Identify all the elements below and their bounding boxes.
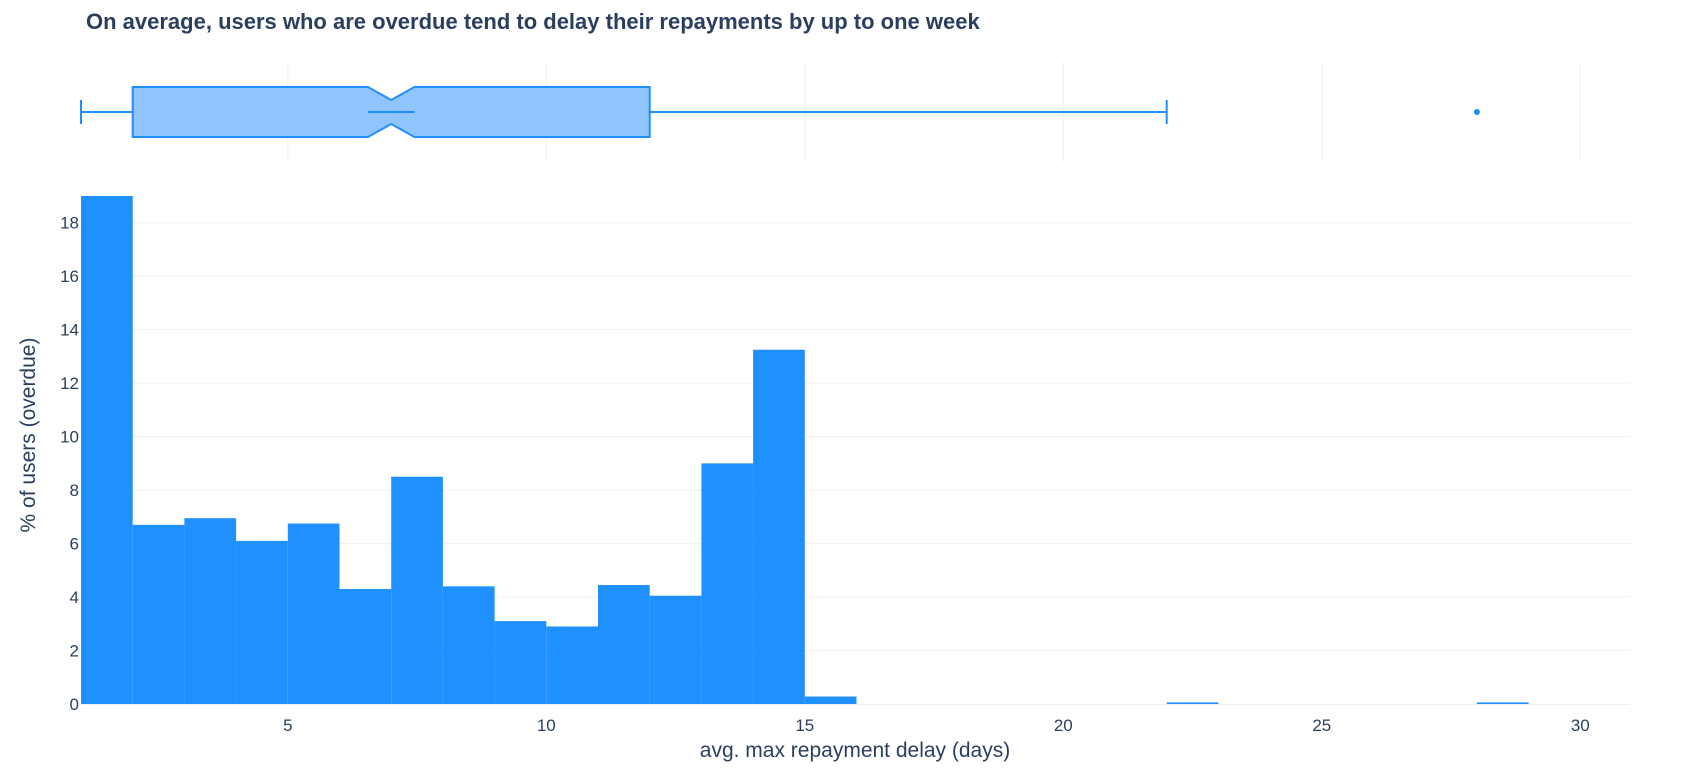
histogram-bar xyxy=(546,626,598,704)
histogram-bar xyxy=(339,589,392,704)
y-tick-label: 8 xyxy=(70,481,79,500)
x-axis-ticks: 5 10 15 20 25 30 xyxy=(283,716,1590,735)
y-tick-label: 16 xyxy=(60,267,79,286)
y-tick-label: 10 xyxy=(60,428,79,447)
y-tick-label: 12 xyxy=(60,374,79,393)
histogram-bar xyxy=(494,621,547,704)
x-tick-label: 20 xyxy=(1054,716,1073,735)
histogram-bar xyxy=(804,696,857,704)
y-axis-title: % of users (overdue) xyxy=(17,338,40,533)
chart-title: On average, users who are overdue tend t… xyxy=(86,9,980,34)
y-tick-label: 14 xyxy=(60,321,79,340)
histogram-bar xyxy=(81,196,133,704)
y-tick-label: 0 xyxy=(70,695,79,714)
histogram-bar xyxy=(184,518,237,704)
x-tick-label: 25 xyxy=(1312,716,1331,735)
boxplot-outlier xyxy=(1473,109,1480,115)
histogram-bar xyxy=(287,523,340,704)
histogram-bar xyxy=(598,585,650,704)
x-tick-label: 30 xyxy=(1571,716,1590,735)
histogram-bar xyxy=(701,463,754,704)
histogram-bars xyxy=(81,196,1529,704)
histogram-bar xyxy=(236,540,288,704)
histogram-bar xyxy=(132,524,185,704)
y-tick-label: 18 xyxy=(60,214,79,233)
y-tick-label: 2 xyxy=(70,642,79,661)
histogram-bar xyxy=(1476,702,1529,704)
y-tick-label: 4 xyxy=(70,588,79,607)
histogram-bar xyxy=(753,349,805,704)
x-tick-label: 15 xyxy=(795,716,814,735)
x-tick-label: 10 xyxy=(537,716,556,735)
x-axis-title: avg. max repayment delay (days) xyxy=(700,739,1010,762)
histogram-bar xyxy=(442,586,495,704)
x-tick-label: 5 xyxy=(283,716,292,735)
boxplot xyxy=(80,86,1480,138)
histogram-bar xyxy=(1166,702,1219,704)
histogram-bar xyxy=(649,595,702,704)
histogram-bar xyxy=(391,476,443,704)
y-axis-ticks: 0 2 4 6 8 10 12 14 16 18 xyxy=(60,214,79,714)
y-tick-label: 6 xyxy=(70,535,79,554)
